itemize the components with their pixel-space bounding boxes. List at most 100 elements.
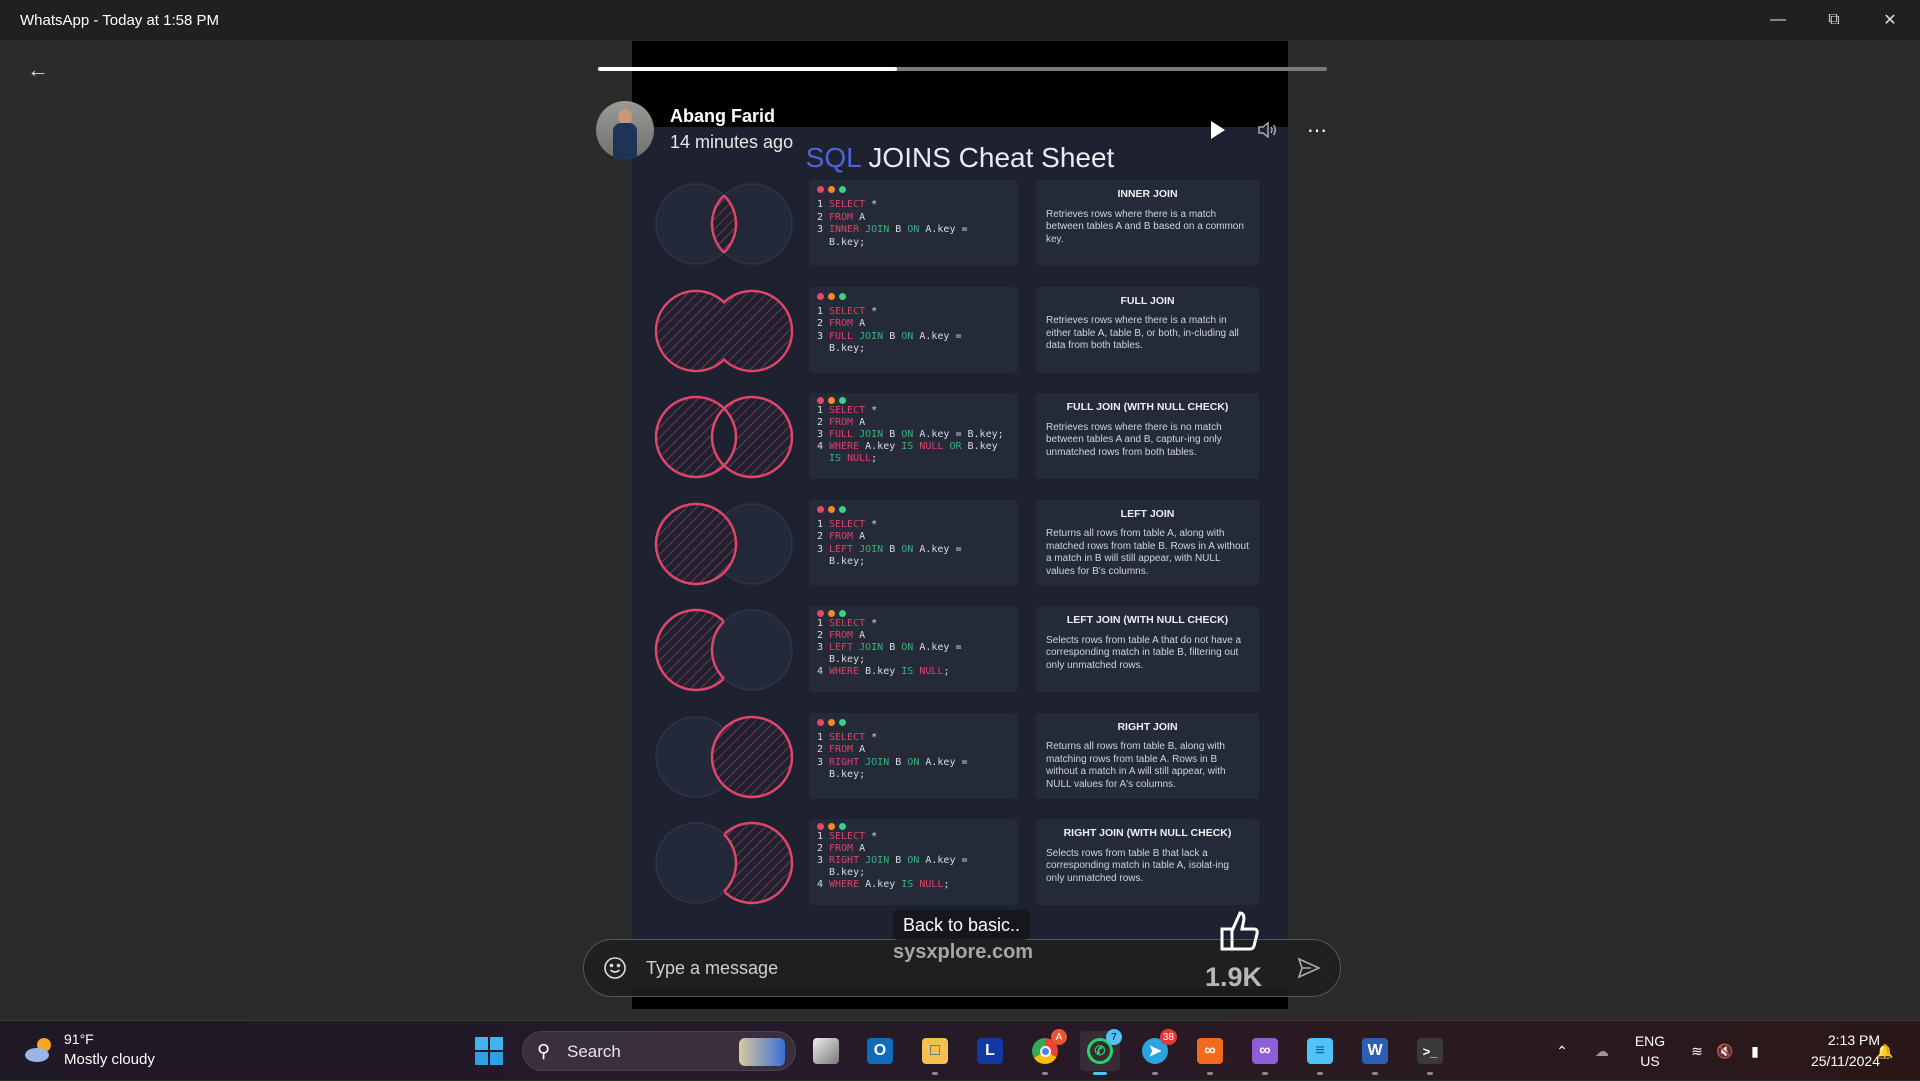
- onedrive-offline-icon[interactable]: ☁: [1595, 1042, 1609, 1059]
- join-row: 1 SELECT * 2 FROM A 3 RIGHT JOIN B ON A.key =…: [632, 712, 1288, 801]
- join-heading: LEFT JOIN (WITH NULL CHECK): [1066, 614, 1229, 626]
- line-number: 1: [817, 518, 824, 530]
- join-description: FULL JOIN (WITH NULL CHECK) Retrieves row…: [1036, 393, 1259, 479]
- code-token: SELECT: [829, 305, 866, 317]
- code-token: A.key: [859, 441, 902, 452]
- emoji-icon[interactable]: [602, 955, 628, 981]
- volume-icon[interactable]: [1253, 116, 1281, 144]
- search-label: Search: [567, 1042, 621, 1061]
- join-description: INNER JOIN Retrieves rows where there is …: [1036, 180, 1259, 266]
- notification-bell-icon[interactable]: 🔔: [1876, 1042, 1894, 1059]
- line-number: 3: [817, 642, 824, 653]
- whatsapp-app[interactable]: ✆ 7: [1080, 1029, 1122, 1075]
- outlook-app[interactable]: O: [860, 1031, 900, 1071]
- code-token: *: [865, 305, 878, 317]
- xampp-app[interactable]: ∞: [1190, 1031, 1230, 1075]
- close-button[interactable]: ✕: [1883, 12, 1897, 29]
- code-line: 2 FROM A: [817, 744, 1010, 757]
- telegram-badge: 38: [1159, 1029, 1177, 1045]
- code-token: ON: [901, 429, 914, 440]
- code-token: *: [865, 831, 878, 842]
- file-explorer-app[interactable]: □: [915, 1031, 955, 1075]
- chevron-up-icon[interactable]: ⌃: [1556, 1042, 1568, 1059]
- code-line: 2 FROM A: [817, 212, 1010, 225]
- code-token: FROM: [829, 843, 854, 854]
- start-button[interactable]: [469, 1031, 509, 1071]
- message-input[interactable]: [646, 954, 846, 982]
- join-heading: RIGHT JOIN (WITH NULL CHECK): [1063, 827, 1232, 839]
- code-token: LEFT: [829, 543, 854, 555]
- restore-button[interactable]: ⧉: [1828, 11, 1840, 28]
- code-token: B: [889, 855, 908, 866]
- code-line: 3 FULL JOIN B ON A.key = B.key;: [817, 429, 1010, 441]
- notepad-app[interactable]: ≡: [1300, 1031, 1340, 1075]
- join-heading: INNER JOIN: [1117, 188, 1178, 200]
- wifi-icon[interactable]: ≋: [1691, 1042, 1703, 1059]
- line-number: 2: [817, 318, 824, 329]
- like-thumb-icon[interactable]: [1214, 905, 1264, 955]
- code-token: IS: [901, 441, 914, 452]
- sheet-title: SQL JOINS Cheat Sheet: [632, 142, 1288, 174]
- telegram-app[interactable]: ➤ 38: [1135, 1029, 1177, 1075]
- line-number: 3: [817, 543, 824, 555]
- code-snippet: 1 SELECT * 2 FROM A 3 LEFT JOIN B ON A.key = B…: [809, 499, 1018, 586]
- language-indicator[interactable]: ENG US: [1628, 1021, 1672, 1081]
- avatar[interactable]: [596, 101, 654, 159]
- code-token: A: [853, 744, 866, 755]
- code-line: 4 WHERE A.key IS NULL;: [817, 879, 1010, 891]
- code-token: JOIN: [859, 543, 884, 555]
- code-token: A.key =: [913, 642, 962, 653]
- author-name[interactable]: Abang Farid: [670, 106, 776, 126]
- code-line: 4 WHERE B.key IS NULL;: [817, 666, 1010, 678]
- volume-muted-icon[interactable]: 🔇: [1716, 1042, 1734, 1059]
- line-number: 1: [817, 305, 824, 317]
- line-number: 2: [817, 531, 824, 542]
- chrome-app[interactable]: A: [1025, 1029, 1067, 1075]
- more-options-icon[interactable]: ⋯: [1307, 119, 1327, 142]
- terminal-app[interactable]: >_: [1410, 1031, 1450, 1075]
- send-icon[interactable]: [1296, 955, 1322, 981]
- word-app[interactable]: W: [1355, 1031, 1395, 1075]
- join-text: Selects rows from table B that lack a co…: [1046, 847, 1229, 884]
- l-app[interactable]: L: [970, 1031, 1010, 1071]
- join-description: RIGHT JOIN Returns all rows from table B,…: [1036, 712, 1259, 799]
- code-snippet: 1 SELECT * 2 FROM A 3 FULL JOIN B ON A.key = B…: [809, 286, 1018, 373]
- line-number: 1: [817, 405, 824, 416]
- window-dots-icon: [817, 823, 1010, 830]
- clock[interactable]: 2:13 PM 25/11/2024: [1780, 1021, 1880, 1081]
- code-token: JOIN: [859, 429, 884, 440]
- code-token: A.key =: [919, 224, 968, 235]
- code-line: 1 SELECT *: [817, 199, 1010, 212]
- join-description: RIGHT JOIN (WITH NULL CHECK) Selects rows…: [1036, 819, 1259, 905]
- code-line: B.key;: [817, 867, 1010, 879]
- battery-icon[interactable]: ▮: [1751, 1042, 1759, 1059]
- search-icon: ⚲: [537, 1041, 551, 1061]
- code-token: FROM: [829, 211, 854, 223]
- line-number: 1: [817, 618, 824, 629]
- watermark: sysxplore.com: [893, 941, 1034, 963]
- minimize-button[interactable]: —: [1770, 11, 1786, 28]
- play-icon[interactable]: [1203, 116, 1231, 144]
- join-heading: FULL JOIN: [1120, 294, 1175, 307]
- line-number: 1: [817, 731, 824, 743]
- code-token: A: [853, 630, 866, 641]
- taskbar: 91°F Mostly cloudy ⚲ Search O □ L A ✆ 7 ➤…: [0, 1020, 1920, 1080]
- code-token: *: [865, 199, 878, 210]
- code-token: A: [853, 417, 866, 428]
- code-token: JOIN: [865, 756, 890, 768]
- back-arrow-icon[interactable]: ←: [27, 57, 49, 82]
- visual-studio-app[interactable]: ∞: [1245, 1031, 1285, 1075]
- code-line: 2 FROM A: [817, 531, 1010, 544]
- code-line: B.key;: [817, 769, 1010, 782]
- code-line: 2 FROM A: [817, 417, 1010, 429]
- code-token: B: [883, 642, 902, 653]
- taskbar-search[interactable]: ⚲ Search: [522, 1031, 796, 1071]
- join-heading: RIGHT JOIN: [1117, 720, 1178, 733]
- code-line: B.key;: [817, 556, 1010, 569]
- join-heading: FULL JOIN (WITH NULL CHECK): [1066, 401, 1229, 413]
- status-progress-bar: [598, 67, 1327, 71]
- code-line: 3 LEFT JOIN B ON A.key =: [817, 544, 1010, 557]
- weather-cloudy-icon[interactable]: [22, 1033, 56, 1067]
- task-view-button[interactable]: [806, 1031, 846, 1071]
